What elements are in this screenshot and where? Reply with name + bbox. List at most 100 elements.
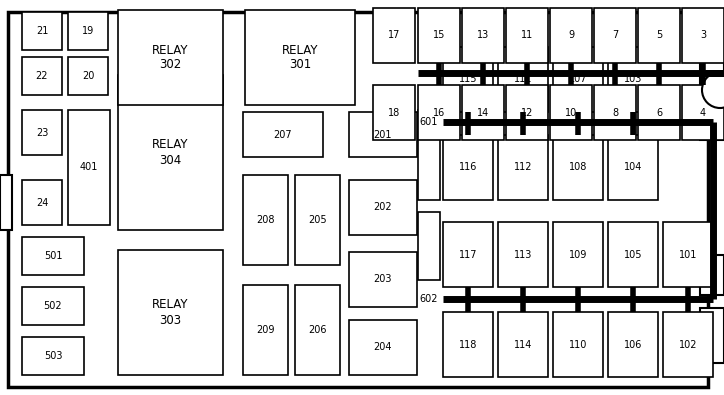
Bar <box>506 85 548 140</box>
Bar <box>498 47 548 112</box>
Bar <box>638 8 680 63</box>
Bar <box>418 212 440 280</box>
Bar <box>608 135 658 200</box>
Text: 201: 201 <box>374 130 392 139</box>
Bar <box>349 112 417 157</box>
Text: 202: 202 <box>374 203 392 213</box>
Text: 104: 104 <box>624 162 642 173</box>
Bar <box>608 312 658 377</box>
Text: 115: 115 <box>459 75 477 85</box>
Text: 204: 204 <box>374 342 392 352</box>
Bar <box>443 222 493 287</box>
Bar <box>68 110 110 225</box>
Circle shape <box>702 72 724 108</box>
Bar <box>418 110 440 200</box>
Text: 114: 114 <box>514 339 532 350</box>
Text: 117: 117 <box>459 250 477 260</box>
Bar <box>663 312 713 377</box>
Bar <box>295 175 340 265</box>
Text: 209: 209 <box>256 325 274 335</box>
Text: 205: 205 <box>308 215 327 225</box>
Text: 21: 21 <box>35 26 49 36</box>
Text: 503: 503 <box>43 351 62 361</box>
Text: 19: 19 <box>82 26 94 36</box>
Bar <box>498 135 548 200</box>
Text: 110: 110 <box>569 339 587 350</box>
Text: 16: 16 <box>433 107 445 117</box>
Text: 208: 208 <box>256 215 274 225</box>
Bar <box>682 8 724 63</box>
Bar <box>373 8 415 63</box>
Bar <box>550 85 592 140</box>
Text: 502: 502 <box>43 301 62 311</box>
Bar <box>118 250 223 375</box>
Text: 116: 116 <box>459 162 477 173</box>
Text: 8: 8 <box>612 107 618 117</box>
Text: 113: 113 <box>514 250 532 260</box>
Bar <box>462 85 504 140</box>
Text: 5: 5 <box>656 30 662 41</box>
Text: 102: 102 <box>679 339 697 350</box>
Bar <box>22 110 62 155</box>
Text: 206: 206 <box>308 325 327 335</box>
Bar <box>68 12 108 50</box>
Bar <box>443 312 493 377</box>
Bar <box>594 8 636 63</box>
Text: 15: 15 <box>433 30 445 41</box>
Text: 13: 13 <box>477 30 489 41</box>
Text: 22: 22 <box>35 71 49 81</box>
Bar <box>295 285 340 375</box>
Text: 12: 12 <box>521 107 533 117</box>
Text: 10: 10 <box>565 107 577 117</box>
Bar <box>700 255 724 295</box>
Bar <box>22 57 62 95</box>
Bar <box>553 135 603 200</box>
Bar <box>68 57 108 95</box>
Bar <box>243 112 323 157</box>
Bar <box>22 287 84 325</box>
Text: 24: 24 <box>35 198 49 207</box>
Text: 109: 109 <box>569 250 587 260</box>
Bar <box>498 222 548 287</box>
Text: 107: 107 <box>569 75 587 85</box>
Text: 20: 20 <box>82 71 94 81</box>
Bar <box>700 40 724 140</box>
Bar <box>349 320 417 375</box>
Bar <box>243 175 288 265</box>
Bar <box>22 12 62 50</box>
Bar <box>663 222 713 287</box>
Bar <box>700 308 724 363</box>
Text: 4: 4 <box>700 107 706 117</box>
Bar <box>118 75 223 230</box>
Bar <box>608 47 658 112</box>
Text: 501: 501 <box>43 251 62 261</box>
Text: 601: 601 <box>420 117 438 127</box>
Text: RELAY
302: RELAY 302 <box>152 43 189 71</box>
Bar <box>0 175 12 230</box>
Text: 112: 112 <box>514 162 532 173</box>
Bar <box>349 180 417 235</box>
Text: 18: 18 <box>388 107 400 117</box>
Bar <box>443 47 493 112</box>
Text: 207: 207 <box>274 130 292 139</box>
Bar <box>243 285 288 375</box>
Bar <box>418 85 460 140</box>
Text: 23: 23 <box>35 128 49 137</box>
Text: 11: 11 <box>521 30 533 41</box>
Text: 7: 7 <box>612 30 618 41</box>
Bar <box>22 337 84 375</box>
Text: 203: 203 <box>374 275 392 284</box>
Bar <box>506 8 548 63</box>
Bar <box>553 47 603 112</box>
Bar <box>22 237 84 275</box>
Bar <box>594 85 636 140</box>
Text: 108: 108 <box>569 162 587 173</box>
Text: 9: 9 <box>568 30 574 41</box>
Text: 111: 111 <box>514 75 532 85</box>
Text: 14: 14 <box>477 107 489 117</box>
Text: 101: 101 <box>679 250 697 260</box>
Bar <box>638 85 680 140</box>
Text: 106: 106 <box>624 339 642 350</box>
Bar <box>553 312 603 377</box>
Text: 103: 103 <box>624 75 642 85</box>
